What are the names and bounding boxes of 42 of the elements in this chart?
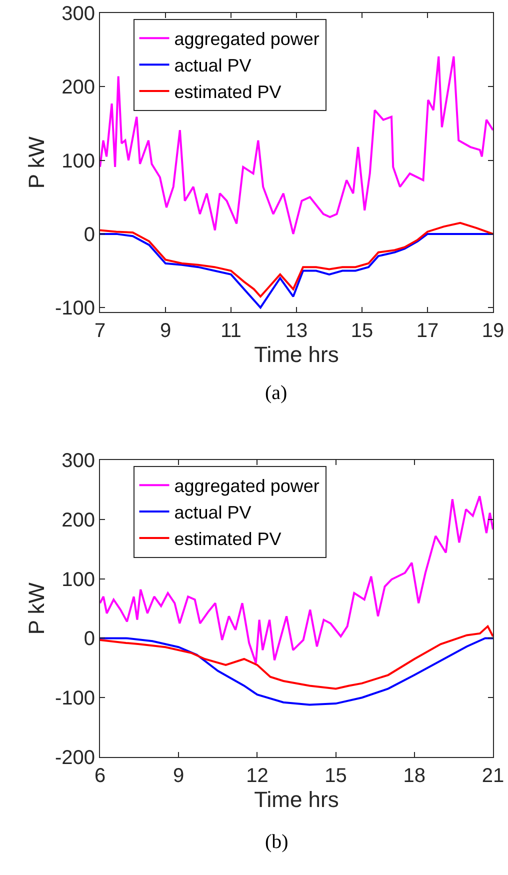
y-tick-label: 100 xyxy=(62,150,95,172)
x-tick-label: 17 xyxy=(416,320,439,342)
y-axis-title: P kW xyxy=(24,136,49,189)
line-series xyxy=(100,625,493,690)
x-tick-label: 19 xyxy=(482,320,504,342)
x-tick-label: 9 xyxy=(173,765,184,787)
y-tick-label: 0 xyxy=(84,224,95,246)
y-tick-label: 100 xyxy=(62,568,95,591)
x-tick-label: 12 xyxy=(246,765,268,787)
x-axis-title: Time hrs xyxy=(254,342,339,367)
x-tick-label: 11 xyxy=(220,320,242,342)
legend-label: estimated PV xyxy=(174,528,282,549)
y-tick-label: 300 xyxy=(62,3,95,25)
y-tick-label: 200 xyxy=(62,76,95,99)
x-tick-label: 9 xyxy=(160,320,172,342)
line-series xyxy=(100,55,493,235)
line-series xyxy=(100,232,493,309)
line-series xyxy=(100,222,493,298)
y-tick-label: -200 xyxy=(54,747,95,769)
x-tick-label: 18 xyxy=(403,765,426,787)
legend-label: actual PV xyxy=(174,502,252,523)
x-tick-label: 6 xyxy=(94,765,106,787)
y-tick-label: 300 xyxy=(62,450,95,472)
y-tick-label: 200 xyxy=(62,509,95,532)
y-axis-title: P kW xyxy=(24,582,49,635)
legend-label: actual PV xyxy=(174,56,252,76)
legend-label: aggregated power xyxy=(174,476,320,496)
x-tick-label: 15 xyxy=(350,320,374,342)
legend-label: aggregated power xyxy=(174,29,320,50)
y-tick-label: -100 xyxy=(54,688,95,710)
y-tick-label: 0 xyxy=(84,628,95,650)
x-tick-label: 15 xyxy=(324,765,347,787)
line-series xyxy=(100,495,493,664)
text: (b) xyxy=(265,831,288,853)
text: (a) xyxy=(265,382,288,404)
line-series xyxy=(100,637,493,706)
x-axis-title: Time hrs xyxy=(254,787,339,812)
x-tick-label: 7 xyxy=(94,320,106,342)
y-tick-label: -100 xyxy=(54,298,95,320)
x-tick-label: 21 xyxy=(482,765,504,787)
x-tick-label: 13 xyxy=(285,320,308,342)
legend-label: estimated PV xyxy=(174,82,282,102)
